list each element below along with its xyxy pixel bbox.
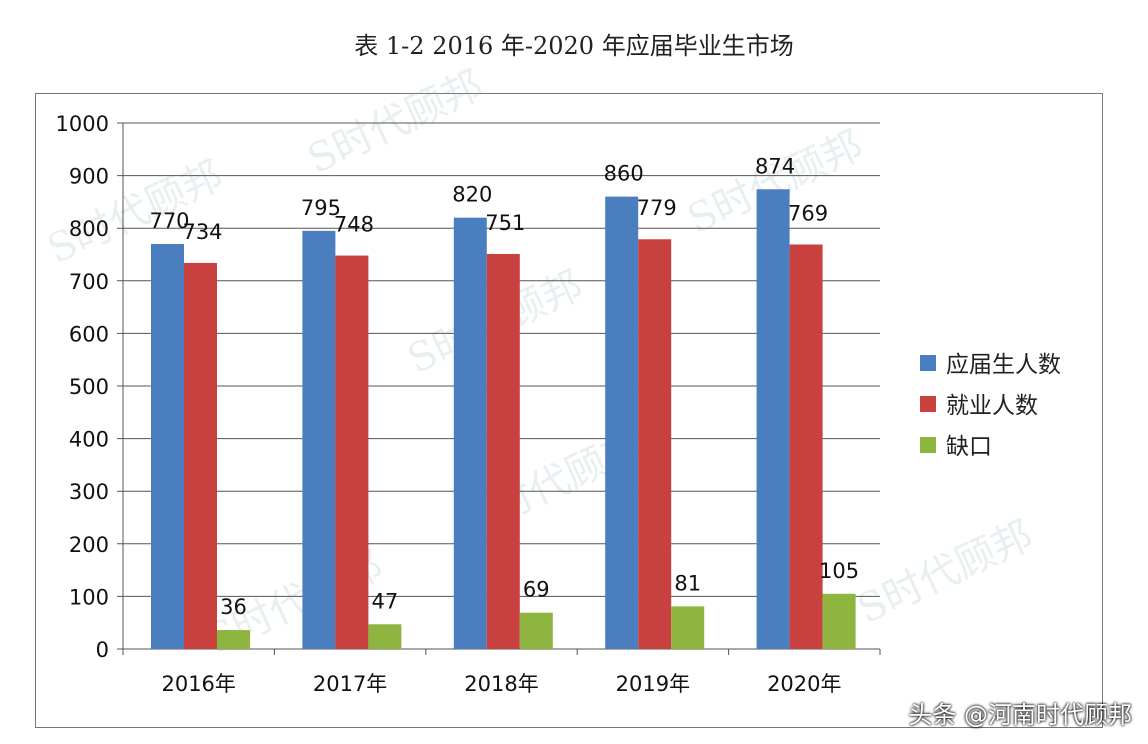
bar-2 [217, 630, 250, 649]
data-label: 770 [149, 209, 189, 233]
bar-2 [519, 612, 553, 649]
data-label: 748 [334, 213, 374, 237]
bar-2 [822, 593, 856, 649]
x-tick-label: 2020年 [767, 672, 841, 696]
legend-label: 应届生人数 [946, 352, 1061, 378]
legend-swatch [920, 437, 936, 453]
y-tick-label: 600 [69, 322, 109, 346]
data-label: 81 [674, 571, 701, 595]
x-tick-label: 2016年 [161, 672, 235, 696]
chart-frame [35, 93, 1103, 728]
data-label: 734 [182, 220, 222, 244]
data-label: 36 [220, 595, 247, 619]
x-tick-label: 2018年 [464, 672, 538, 696]
bar-0 [756, 189, 790, 649]
bar-2 [368, 624, 402, 649]
x-tick-label: 2019年 [616, 672, 690, 696]
bar-0 [302, 230, 336, 649]
y-tick-label: 500 [69, 375, 109, 399]
y-tick-label: 300 [69, 480, 109, 504]
data-label: 47 [372, 589, 399, 613]
y-tick-label: 0 [96, 638, 109, 662]
data-label: 751 [485, 211, 525, 235]
y-tick-label: 1000 [56, 112, 109, 136]
bar-1 [789, 244, 823, 650]
y-tick-label: 100 [69, 585, 109, 609]
y-tick-label: 400 [69, 428, 109, 452]
bar-1 [486, 253, 520, 649]
y-tick-label: 700 [69, 270, 109, 294]
bar-0 [605, 196, 639, 649]
x-tick-label: 2017年 [313, 672, 387, 696]
y-tick-label: 800 [69, 217, 109, 241]
legend-swatch [920, 396, 936, 412]
data-label: 69 [523, 578, 550, 602]
bar-0 [151, 243, 184, 650]
legend-label: 缺口 [946, 434, 992, 460]
legend-swatch [920, 355, 936, 371]
data-label: 779 [637, 196, 677, 220]
bar-1 [638, 239, 672, 649]
data-label: 105 [819, 559, 859, 583]
bar-0 [453, 217, 487, 649]
bar-2 [671, 606, 705, 649]
credit-text: 头条 @河南时代顾邦 [908, 701, 1132, 729]
legend-label: 就业人数 [946, 393, 1038, 419]
y-tick-label: 900 [69, 165, 109, 189]
bar-1 [184, 262, 217, 649]
data-label: 860 [604, 162, 644, 186]
data-label: 795 [301, 196, 341, 220]
data-label: 769 [788, 202, 828, 226]
data-label: 820 [452, 183, 492, 207]
data-label: 874 [755, 154, 795, 178]
bar-1 [335, 255, 369, 649]
y-tick-label: 200 [69, 533, 109, 557]
chart-title: 表 1-2 2016 年-2020 年应届毕业生市场 [354, 32, 794, 60]
